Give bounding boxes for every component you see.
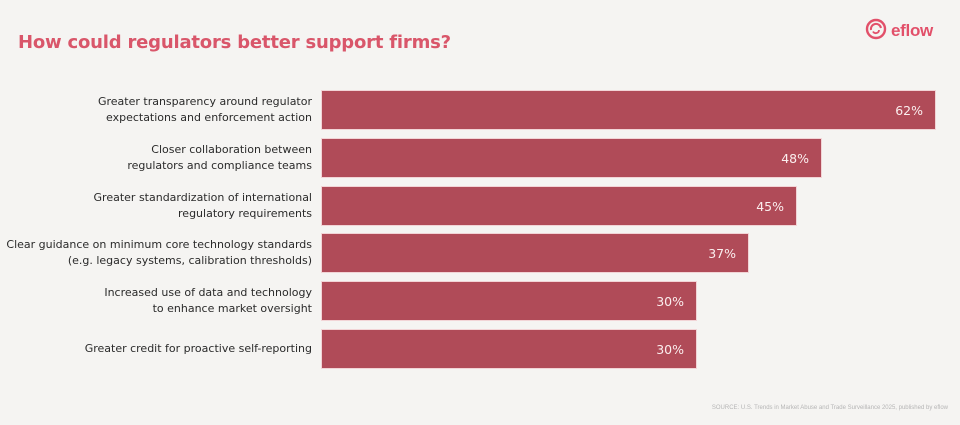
chart-title: How could regulators better support firm…: [18, 32, 451, 53]
bar-row: Greater standardization of international…: [0, 187, 960, 225]
bar-label-line2: (e.g. legacy systems, calibration thresh…: [67, 254, 312, 267]
bar-row: Increased use of data and technology to e…: [0, 282, 960, 320]
bar-label: Clear guidance on minimum core technolog…: [0, 234, 312, 272]
bar-label: Closer collaboration between regulators a…: [0, 139, 312, 177]
bar-value: 45%: [756, 198, 784, 214]
eflow-logo: eflow: [865, 18, 933, 44]
source-note: SOURCE: U.S. Trends in Market Abuse and …: [711, 405, 948, 411]
bar: 37%: [322, 234, 748, 272]
bar-value: 30%: [656, 341, 684, 357]
bar-label-line2: expectations and enforcement action: [106, 111, 312, 124]
bar: 48%: [322, 139, 821, 177]
bar-label-line1: Greater transparency around regulator: [97, 95, 312, 108]
bar-row: Greater credit for proactive self-report…: [0, 330, 960, 368]
bar-label: Greater standardization of international…: [0, 187, 312, 225]
bar-label-line2: regulators and compliance teams: [127, 159, 312, 172]
eflow-swirl-icon: [865, 18, 887, 44]
bar-label: Greater transparency around regulator exp…: [0, 91, 312, 129]
bar: 62%: [322, 91, 935, 129]
bar-label-line1: Closer collaboration between: [151, 143, 312, 156]
bar-label-line2: to enhance market oversight: [152, 302, 312, 315]
logo-text: eflow: [891, 21, 933, 40]
bar-value: 48%: [781, 150, 809, 166]
bar-row: Clear guidance on minimum core technolog…: [0, 234, 960, 272]
bar-label: Greater credit for proactive self-report…: [0, 330, 312, 368]
bar-label-line1: Greater standardization of international: [93, 191, 312, 204]
bar-value: 62%: [895, 102, 923, 118]
bar-label-line1: Increased use of data and technology: [104, 286, 312, 299]
bar-label-line1: Greater credit for proactive self-report…: [84, 342, 312, 355]
bar-row: Closer collaboration between regulators a…: [0, 139, 960, 177]
bar: 45%: [322, 187, 796, 225]
bar: 30%: [322, 282, 696, 320]
bar-value: 30%: [656, 293, 684, 309]
bar-label-line2: regulatory requirements: [178, 207, 312, 220]
bar-value: 37%: [708, 245, 736, 261]
bar-row: Greater transparency around regulator exp…: [0, 91, 960, 129]
bar-label-line1: Clear guidance on minimum core technolog…: [6, 238, 312, 251]
bar-label: Increased use of data and technology to e…: [0, 282, 312, 320]
bar: 30%: [322, 330, 696, 368]
